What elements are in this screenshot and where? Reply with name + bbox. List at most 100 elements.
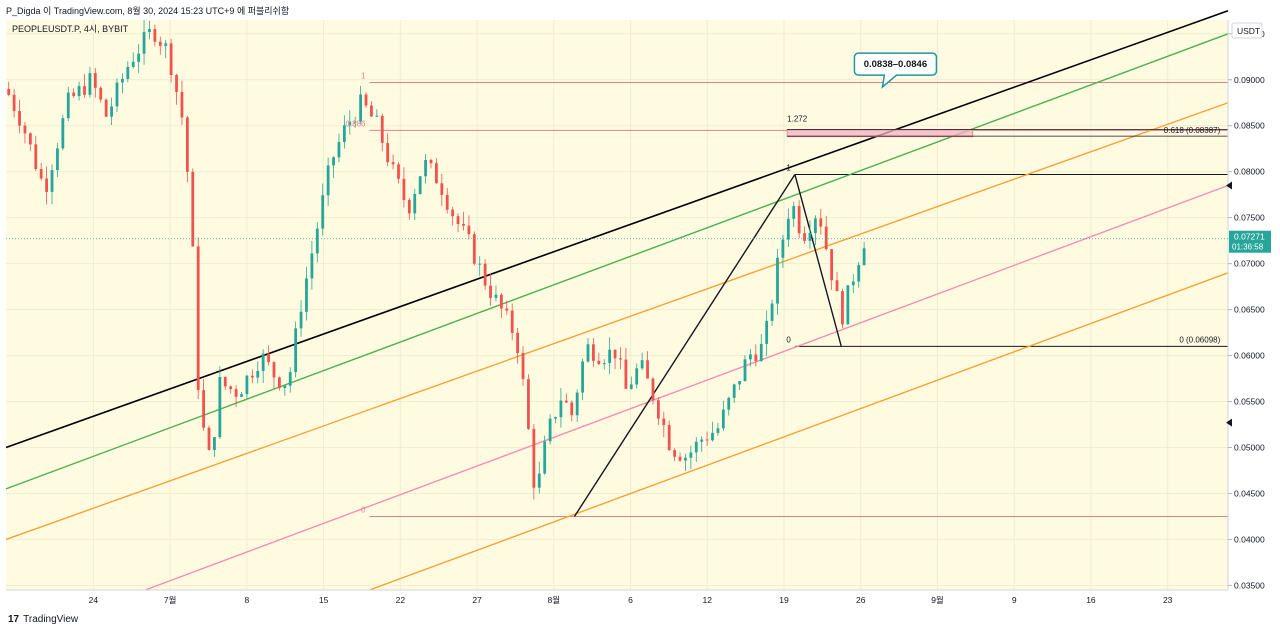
candle [673,448,677,462]
candle [716,422,720,436]
candle [721,400,725,431]
candle [629,376,633,390]
candle [12,89,16,118]
candle [662,411,666,438]
candle-body [462,224,465,226]
x-tick-label: 8월 [548,595,561,605]
candle [337,133,341,163]
candle [148,20,151,40]
callout-bubble [853,52,938,90]
y-tick-label: 0.05500 [1234,397,1265,407]
candle [218,366,222,439]
candle [543,435,547,475]
candle [548,414,552,445]
candle-body [196,246,200,391]
candle [456,213,460,233]
candle-body [451,209,455,217]
y-tick-label: 0.06000 [1234,351,1265,361]
candle [234,385,238,408]
candle-body [353,121,357,123]
candle-body [28,133,32,145]
candle [570,400,574,422]
candle [386,133,390,167]
y-tick-label: 0.03500 [1234,580,1265,590]
candle [283,385,287,396]
candle-body [678,456,682,461]
x-tick-label: 16 [1086,595,1096,605]
candle [348,110,352,135]
candle [272,361,276,389]
y-tick-label: 0.07000 [1234,259,1265,269]
candle-body [337,142,341,158]
candle-body [608,349,612,364]
candle [581,358,584,401]
candle-body [12,94,16,112]
level-labels: 1 0.886 0 1 0 1.272 0.618 (0.08387) 0 (0.06098) [345,72,1220,515]
candle-body [83,86,86,95]
candle-body [45,178,49,192]
candle [250,369,254,383]
candle [278,376,281,391]
candle [223,376,227,390]
candle-body [570,402,574,416]
candle [510,303,514,341]
candle [88,67,92,98]
candle [110,97,113,125]
candle-body [846,285,850,325]
candle [370,101,373,117]
candle [34,135,38,172]
candle [435,158,438,184]
candle-body [213,437,216,451]
candle [213,436,216,457]
x-tick-label: 24 [89,595,99,605]
candle [288,367,292,393]
footer-brand: TradingView [23,614,79,625]
candle [857,261,861,288]
candle [407,197,411,220]
candle [483,259,487,290]
x-tick-label: 8 [244,595,249,605]
candle-body [34,144,38,170]
candle [770,299,774,326]
candle-body [467,225,471,235]
candle-body [754,354,758,361]
candle-body [18,111,21,126]
candle-body [153,29,157,42]
candle-body [472,234,476,264]
candle [305,266,308,321]
candle [813,215,817,246]
candle-body [516,332,520,354]
candle-body [651,378,655,401]
candle-body [581,361,584,393]
fib-0886-line-label: 0.886 [345,119,366,128]
candle [608,337,612,375]
candle-body [456,216,460,225]
candle [445,187,449,214]
candle [424,154,427,184]
candle [126,61,130,83]
candle [489,273,492,306]
target-callout: 0.0838–0.0846 [853,52,938,90]
candle [521,346,525,386]
candle [776,248,779,315]
candle [651,376,655,405]
candle [326,157,330,206]
candle [245,374,249,400]
candle [158,36,162,55]
x-tick-label: 6 [628,595,633,605]
candle [478,256,482,277]
candle-body [23,125,27,134]
candle-body [380,115,384,143]
y-tick-label: 0.07500 [1234,213,1265,223]
candle-body [164,43,168,46]
candle-body [321,195,325,229]
candle [559,388,563,428]
candles [7,20,866,500]
candle [175,73,178,105]
currency-box[interactable] [1231,22,1263,39]
candle-body [808,232,812,241]
candle-body [575,392,579,416]
candle [467,215,471,240]
x-tick-label: 26 [856,595,866,605]
